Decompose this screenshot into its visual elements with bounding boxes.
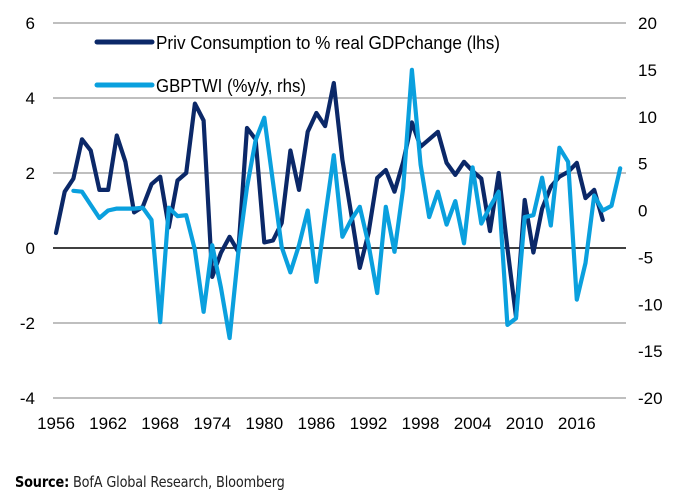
- right-tick-label: 10: [638, 108, 657, 127]
- right-tick-label: 0: [638, 202, 647, 221]
- x-tick-label: 1956: [37, 414, 75, 433]
- x-tick-label: 1980: [245, 414, 283, 433]
- x-axis-ticks: 1956 1962 1968 1974 1980 1986 1992 1998 2004 2010…: [37, 414, 596, 433]
- x-tick-label: 1992: [350, 414, 388, 433]
- right-tick-label: -20: [638, 389, 663, 408]
- left-tick-label: 0: [26, 239, 35, 258]
- x-tick-label: 2010: [506, 414, 544, 433]
- right-tick-label: -10: [638, 295, 663, 314]
- right-tick-label: 20: [638, 14, 657, 33]
- right-tick-label: 15: [638, 61, 657, 80]
- series-line-priv-consumption: [53, 80, 605, 319]
- source-note: Source: BofA Global Research, Bloomberg: [15, 473, 285, 491]
- legend-label-priv-consumption: Priv Consumption to % real GDPchange (lh…: [156, 32, 500, 53]
- series-line-gbptwi: [71, 67, 623, 341]
- x-tick-label: 2016: [558, 414, 596, 433]
- x-tick-label: 1986: [297, 414, 335, 433]
- left-tick-label: 6: [26, 14, 35, 33]
- right-tick-label: -5: [638, 248, 653, 267]
- left-tick-label: 2: [26, 164, 35, 183]
- left-axis-ticks: 6 4 2 0 -2 -4: [20, 14, 35, 408]
- x-tick-label: 1974: [193, 414, 231, 433]
- source-text: BofA Global Research, Bloomberg: [69, 473, 285, 491]
- left-tick-label: -2: [20, 314, 35, 333]
- right-axis-ticks: 20 15 10 5 0 -5 -10 -15 -20: [638, 14, 663, 408]
- right-tick-label: -15: [638, 342, 663, 361]
- right-tick-label: 5: [638, 155, 647, 174]
- series-group: [53, 67, 623, 341]
- x-tick-label: 1968: [141, 414, 179, 433]
- x-tick-label: 2004: [454, 414, 492, 433]
- x-tick-label: 1962: [89, 414, 127, 433]
- gridlines: [53, 22, 626, 399]
- legend: Priv Consumption to % real GDPchange (lh…: [94, 32, 500, 96]
- legend-label-gbptwi: GBPTWI (%y/y, rhs): [156, 75, 306, 96]
- left-tick-label: -4: [20, 389, 35, 408]
- source-label: Source:: [15, 473, 70, 491]
- left-tick-label: 4: [26, 89, 35, 108]
- x-tick-label: 1998: [402, 414, 440, 433]
